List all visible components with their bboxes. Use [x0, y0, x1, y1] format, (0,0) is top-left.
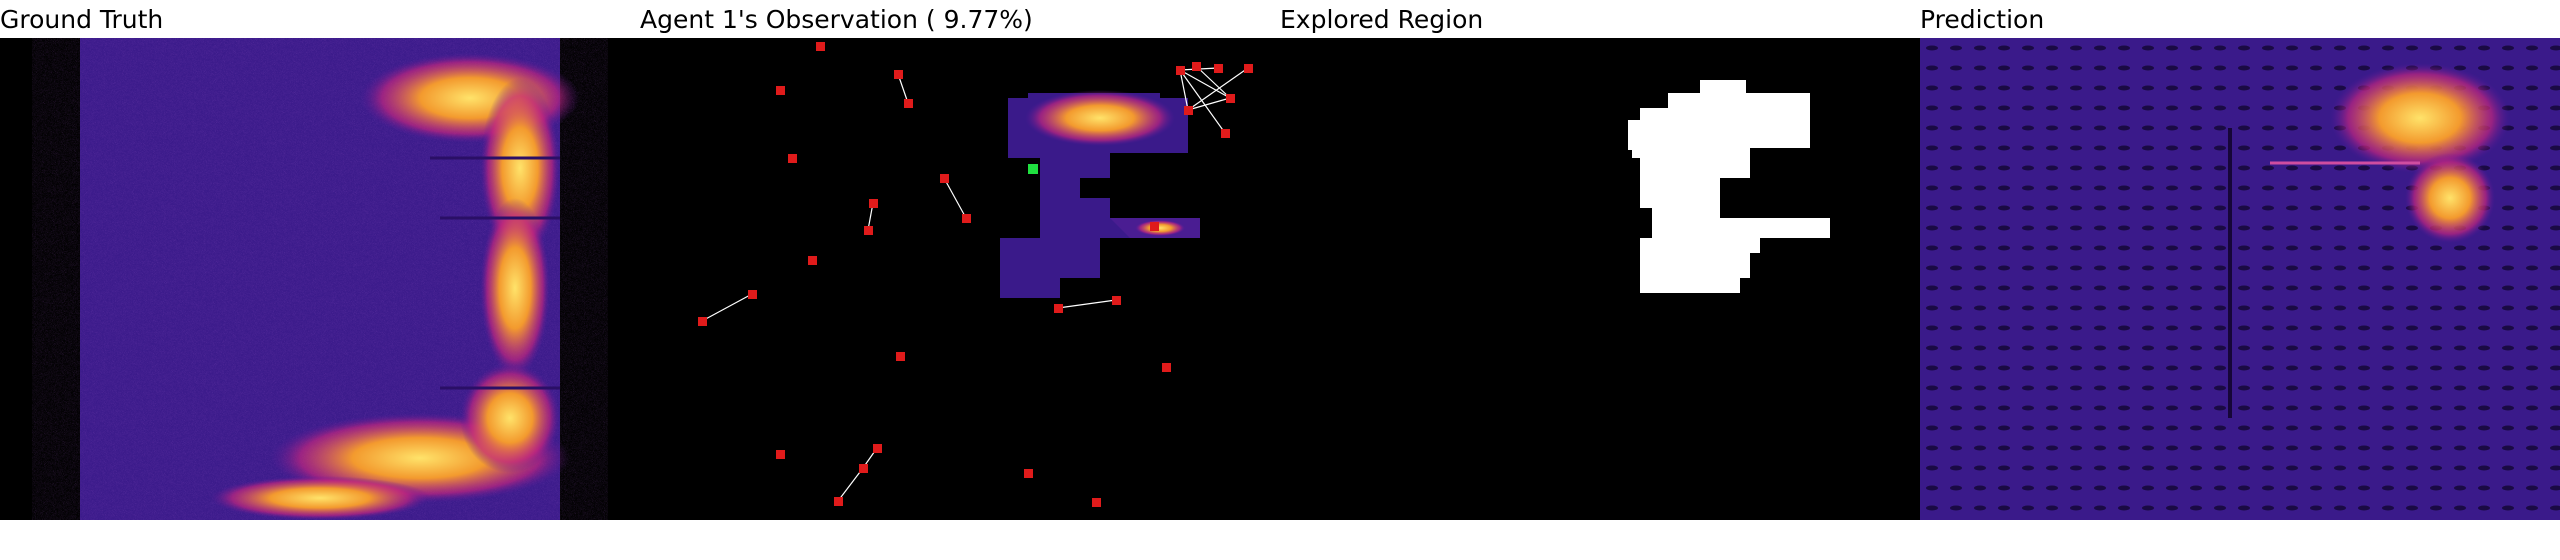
agent-marker [962, 214, 971, 223]
current-agent-marker [1028, 164, 1038, 174]
prediction-panel [1920, 38, 2560, 520]
agent-marker [808, 256, 817, 265]
agent-marker [776, 86, 785, 95]
agent-marker [748, 290, 757, 299]
ground-truth-heatmap [0, 38, 640, 520]
agent-marker [776, 450, 785, 459]
agent-marker [859, 464, 868, 473]
agent-marker [1221, 129, 1230, 138]
explored-region-panel [1280, 38, 1920, 520]
prediction-heatmap [1920, 38, 2560, 520]
ground-truth-panel [0, 38, 640, 520]
agent-marker [1150, 222, 1159, 231]
observation-title-text: Agent 1's Observation [640, 5, 918, 34]
agent-marker [834, 497, 843, 506]
agent-marker [869, 199, 878, 208]
agent-marker [1214, 64, 1223, 73]
agent-markers [698, 42, 1253, 507]
agent-marker [698, 317, 707, 326]
observation-coverage: ( 9.77%) [925, 5, 1033, 34]
agent-marker [904, 99, 913, 108]
agent-marker [940, 174, 949, 183]
agent-marker [1226, 94, 1235, 103]
ground-truth-title: Ground Truth [0, 2, 163, 38]
explored-region-title: Explored Region [1280, 2, 1483, 38]
observation-map [640, 38, 1280, 520]
agent-marker [816, 42, 825, 51]
explored-region-title-text: Explored Region [1280, 5, 1484, 34]
observation-title: Agent 1's Observation ( 9.77%) [640, 2, 1033, 38]
agent-marker [1112, 296, 1121, 305]
agent-marker [788, 154, 797, 163]
agent-marker [1024, 469, 1033, 478]
explored-area [1628, 80, 1830, 293]
agent-marker [1244, 64, 1253, 73]
agent-marker [873, 444, 882, 453]
agent-marker [894, 70, 903, 79]
prediction-title-text: Prediction [1920, 5, 2045, 34]
observation-panel [640, 38, 1280, 520]
agent-marker [1054, 304, 1063, 313]
ground-truth-title-text: Ground Truth [0, 5, 164, 34]
agent-marker [1162, 363, 1171, 372]
agent-marker [1192, 62, 1201, 71]
agent-marker [864, 226, 873, 235]
trajectories [701, 65, 1249, 502]
explored-mask [1280, 38, 1920, 520]
agent-marker [1184, 106, 1193, 115]
agent-marker [1176, 66, 1185, 75]
agent-marker [896, 352, 905, 361]
agent-marker [1092, 498, 1101, 507]
prediction-title: Prediction [1920, 2, 2044, 38]
